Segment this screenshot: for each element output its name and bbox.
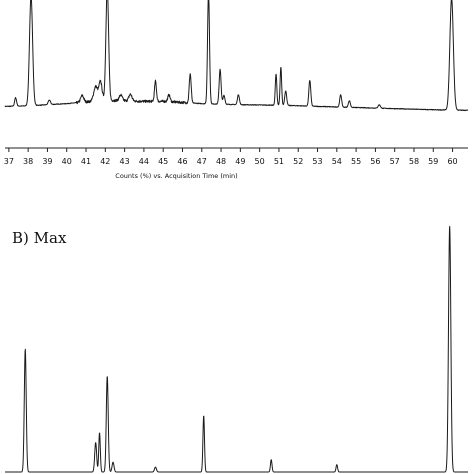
panel-a-x-tick-label: 45 <box>158 157 168 166</box>
panel-a-x-tick-label: 41 <box>81 157 91 166</box>
panel-a-x-ticks: 37 38 39 40 41 42 43 44 45 46 47 48 49 50 51 52 53 54 55 56… <box>4 148 458 166</box>
panel-a-x-tick-label: 53 <box>312 157 322 166</box>
panel-a-x-tick-label: 42 <box>100 157 110 166</box>
panel-a-x-tick-label: 47 <box>197 157 207 166</box>
panel-a-x-tick-label: 60 <box>447 157 457 166</box>
panel-a-chromatogram: 37 38 39 40 41 42 43 44 45 46 47 48 49 50 51 52 53 54 55 56… <box>4 0 469 180</box>
panel-b-label: B) Max <box>12 229 67 247</box>
panel-a-x-tick-label: 43 <box>120 157 130 166</box>
panel-a-x-tick-label: 57 <box>390 157 400 166</box>
panel-a-x-tick-label: 40 <box>62 157 72 166</box>
panel-a-x-tick-label: 51 <box>274 157 284 166</box>
panel-a-x-tick-label: 44 <box>139 157 149 166</box>
panel-b-trace <box>4 225 469 473</box>
panel-a-x-tick-label: 39 <box>42 157 52 166</box>
panel-a-x-tick-label: 46 <box>177 157 187 166</box>
panel-a-x-tick-label: 56 <box>370 157 380 166</box>
panel-a-x-tick-label: 50 <box>255 157 265 166</box>
panel-a-x-tick-label: 54 <box>332 157 342 166</box>
panel-a-x-tick-label: 38 <box>23 157 33 166</box>
panel-a-x-axis-label: Counts (%) vs. Acquisition Time (min) <box>115 172 237 180</box>
panel-a-x-tick-label: 37 <box>4 157 14 166</box>
panel-a-x-tick-label: 49 <box>235 157 245 166</box>
panel-b-chromatogram: B) Max <box>4 225 469 473</box>
panel-a-x-tick-label: 59 <box>428 157 438 166</box>
panel-a-x-tick-label: 48 <box>216 157 226 166</box>
panel-a-x-tick-label: 55 <box>351 157 361 166</box>
panel-a-trace <box>4 0 469 112</box>
panel-a-x-tick-label: 52 <box>293 157 303 166</box>
panel-a-x-tick-label: 58 <box>409 157 419 166</box>
